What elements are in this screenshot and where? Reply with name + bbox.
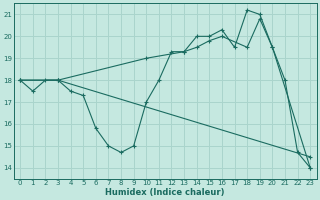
X-axis label: Humidex (Indice chaleur): Humidex (Indice chaleur) (106, 188, 225, 197)
